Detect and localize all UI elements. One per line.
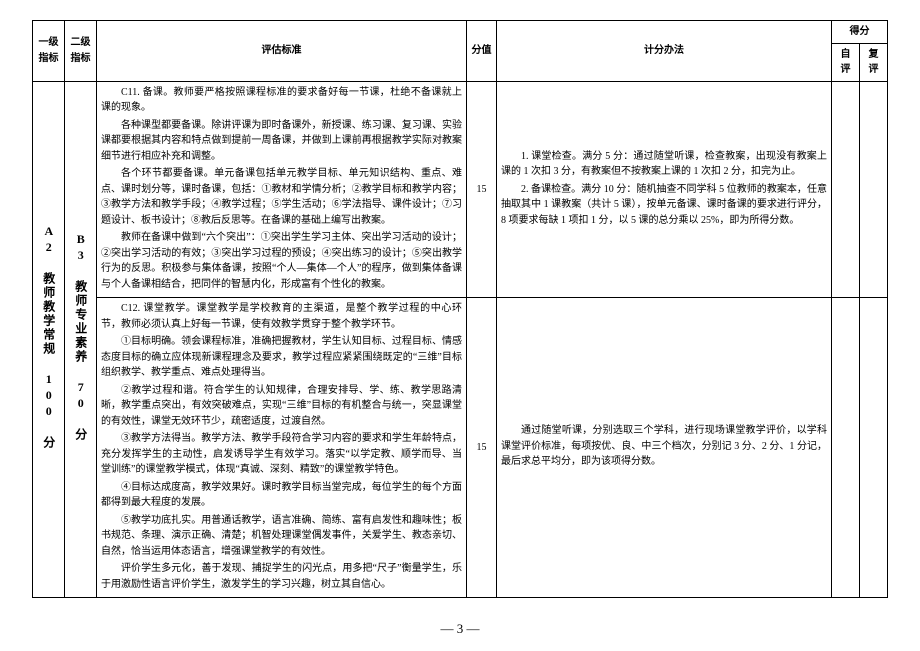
hdr-self: 自评	[832, 43, 860, 81]
eval2-p3: ②教学过程和谐。符合学生的认知规律，合理安排导、学、练、教学思路清晰，教学重点突…	[101, 383, 462, 430]
cell-method-1: 1. 课堂检查。满分 5 分：通过随堂听课，检查教案，出现没有教案上课的 1 次…	[497, 81, 832, 298]
hdr-review: 复评	[860, 43, 888, 81]
eval1-p4: 教师在备课中做到“六个突出”：①突出学生学习主体、突出学习活动的设计；②突出学习…	[101, 230, 462, 292]
method2-p1: 通过随堂听课，分别选取三个学科，进行现场课堂教学评价，以学科课堂评价标准，每项按…	[501, 423, 827, 470]
data-row-1: A2 教师教学常规 100 分 B3 教师专业素养 70 分 C11. 备课。教…	[33, 81, 888, 298]
hdr-score: 分值	[467, 21, 497, 82]
cell-method-2: 通过随堂听课，分别选取三个学科，进行现场课堂教学评价，以学科课堂评价标准，每项按…	[497, 298, 832, 598]
evaluation-table: 一级指标 二级指标 评估标准 分值 计分办法 得分 自评 复评 A2 教师教学常…	[32, 20, 888, 598]
cell-self-1	[832, 81, 860, 298]
hdr-level2: 二级指标	[65, 21, 97, 82]
eval2-p5: ④目标达成度高，教学效果好。课时教学目标当堂完成，每位学生的每个方面都得到最大程…	[101, 480, 462, 511]
method1-p1: 1. 课堂检查。满分 5 分：通过随堂听课，检查教案，出现没有教案上课的 1 次…	[501, 149, 827, 180]
eval1-p3: 各个环节都要备课。单元备课包括单元教学目标、单元知识结构、重点、难点、课时划分等…	[101, 166, 462, 228]
eval1-p2: 各种课型都要备课。除讲评课为即时备课外，新授课、练习课、复习课、实验课都要根据其…	[101, 118, 462, 165]
cell-review-2	[860, 298, 888, 598]
cell-self-2	[832, 298, 860, 598]
hdr-eval: 评估标准	[97, 21, 467, 82]
cell-level1: A2 教师教学常规 100 分	[33, 81, 65, 598]
eval2-p1: C12. 课堂教学。课堂教学是学校教育的主渠道，是整个教学过程的中心环节，教师必…	[101, 301, 462, 332]
level2-label: B3 教师专业素养 70 分	[71, 232, 90, 442]
level1-label: A2 教师教学常规 100 分	[39, 224, 58, 450]
page-number: — 3 —	[0, 621, 920, 637]
eval2-p4: ③教学方法得当。教学方法、教学手段符合学习内容的要求和学生年龄特点，充分发挥学生…	[101, 431, 462, 478]
data-row-2: C12. 课堂教学。课堂教学是学校教育的主渠道，是整个教学过程的中心环节，教师必…	[33, 298, 888, 598]
method1-p2: 2. 备课检查。满分 10 分：随机抽查不同学科 5 位教师的教案本，任意抽取其…	[501, 182, 827, 229]
cell-review-1	[860, 81, 888, 298]
cell-level2: B3 教师专业素养 70 分	[65, 81, 97, 598]
eval2-p7: 评价学生多元化，善于发现、捕捉学生的闪光点，用多把“尺子”衡量学生，乐于用激励性…	[101, 561, 462, 592]
eval2-p6: ⑤教学功底扎实。用普通话教学，语言准确、简练、富有启发性和趣味性；板书规范、条理…	[101, 513, 462, 560]
hdr-result: 得分	[832, 21, 888, 44]
eval1-p1: C11. 备课。教师要严格按照课程标准的要求备好每一节课，杜绝不备课就上课的现象…	[101, 85, 462, 116]
cell-score-2: 15	[467, 298, 497, 598]
hdr-method: 计分办法	[497, 21, 832, 82]
hdr-level1: 一级指标	[33, 21, 65, 82]
header-row-1: 一级指标 二级指标 评估标准 分值 计分办法 得分	[33, 21, 888, 44]
cell-eval-1: C11. 备课。教师要严格按照课程标准的要求备好每一节课，杜绝不备课就上课的现象…	[97, 81, 467, 298]
eval2-p2: ①目标明确。领会课程标准，准确把握教材，学生认知目标、过程目标、情感态度目标的确…	[101, 334, 462, 381]
cell-score-1: 15	[467, 81, 497, 298]
cell-eval-2: C12. 课堂教学。课堂教学是学校教育的主渠道，是整个教学过程的中心环节，教师必…	[97, 298, 467, 598]
